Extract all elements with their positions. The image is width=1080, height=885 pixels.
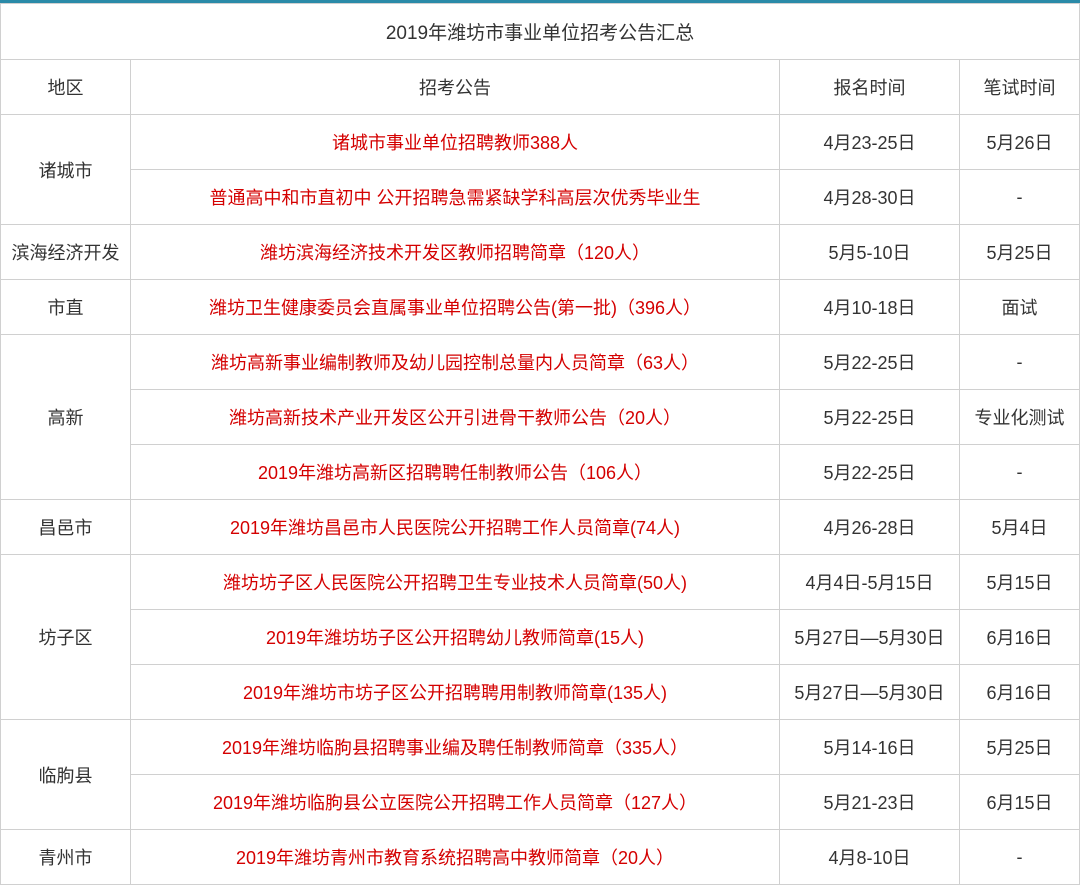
notice-link[interactable]: 2019年潍坊临朐县招聘事业编及聘任制教师简章（335人）	[131, 720, 780, 775]
region-cell: 高新	[1, 335, 131, 500]
notice-link[interactable]: 2019年潍坊市坊子区公开招聘聘用制教师简章(135人)	[131, 665, 780, 720]
reg-time-cell: 4月28-30日	[779, 170, 959, 225]
header-notice: 招考公告	[131, 60, 780, 115]
exam-time-cell: 6月15日	[959, 775, 1079, 830]
reg-time-cell: 4月26-28日	[779, 500, 959, 555]
region-cell: 市直	[1, 280, 131, 335]
exam-time-cell: -	[959, 170, 1079, 225]
header-exam-time: 笔试时间	[959, 60, 1079, 115]
exam-time-cell: -	[959, 445, 1079, 500]
table-row: 普通高中和市直初中 公开招聘急需紧缺学科高层次优秀毕业生4月28-30日-	[1, 170, 1080, 225]
table-title: 2019年潍坊市事业单位招考公告汇总	[1, 4, 1080, 60]
exam-time-cell: 5月4日	[959, 500, 1079, 555]
table-row: 2019年潍坊市坊子区公开招聘聘用制教师简章(135人)5月27日—5月30日6…	[1, 665, 1080, 720]
table-row: 2019年潍坊高新区招聘聘任制教师公告（106人）5月22-25日-	[1, 445, 1080, 500]
reg-time-cell: 4月10-18日	[779, 280, 959, 335]
exam-time-cell: 6月16日	[959, 610, 1079, 665]
exam-time-cell: 5月25日	[959, 225, 1079, 280]
exam-time-cell: 5月15日	[959, 555, 1079, 610]
region-cell: 坊子区	[1, 555, 131, 720]
exam-time-cell: -	[959, 335, 1079, 390]
reg-time-cell: 5月21-23日	[779, 775, 959, 830]
exam-time-cell: 专业化测试	[959, 390, 1079, 445]
exam-time-cell: 6月16日	[959, 665, 1079, 720]
recruitment-table: 2019年潍坊市事业单位招考公告汇总地区招考公告报名时间笔试时间诸城市诸城市事业…	[0, 3, 1080, 885]
notice-link[interactable]: 2019年潍坊临朐县公立医院公开招聘工作人员简章（127人）	[131, 775, 780, 830]
reg-time-cell: 5月22-25日	[779, 335, 959, 390]
notice-link[interactable]: 潍坊坊子区人民医院公开招聘卫生专业技术人员简章(50人)	[131, 555, 780, 610]
region-cell: 青州市	[1, 830, 131, 885]
reg-time-cell: 5月27日—5月30日	[779, 665, 959, 720]
header-reg-time: 报名时间	[779, 60, 959, 115]
reg-time-cell: 4月8-10日	[779, 830, 959, 885]
reg-time-cell: 5月22-25日	[779, 390, 959, 445]
table-row: 坊子区潍坊坊子区人民医院公开招聘卫生专业技术人员简章(50人)4月4日-5月15…	[1, 555, 1080, 610]
exam-time-cell: 面试	[959, 280, 1079, 335]
table-row: 昌邑市2019年潍坊昌邑市人民医院公开招聘工作人员简章(74人)4月26-28日…	[1, 500, 1080, 555]
header-region: 地区	[1, 60, 131, 115]
reg-time-cell: 4月4日-5月15日	[779, 555, 959, 610]
table-row: 2019年潍坊临朐县公立医院公开招聘工作人员简章（127人）5月21-23日6月…	[1, 775, 1080, 830]
exam-time-cell: 5月26日	[959, 115, 1079, 170]
region-cell: 滨海经济开发	[1, 225, 131, 280]
table-row: 市直潍坊卫生健康委员会直属事业单位招聘公告(第一批)（396人）4月10-18日…	[1, 280, 1080, 335]
region-cell: 临朐县	[1, 720, 131, 830]
region-cell: 诸城市	[1, 115, 131, 225]
exam-time-cell: 5月25日	[959, 720, 1079, 775]
reg-time-cell: 4月23-25日	[779, 115, 959, 170]
table-row: 滨海经济开发潍坊滨海经济技术开发区教师招聘简章（120人）5月5-10日5月25…	[1, 225, 1080, 280]
reg-time-cell: 5月5-10日	[779, 225, 959, 280]
reg-time-cell: 5月14-16日	[779, 720, 959, 775]
reg-time-cell: 5月27日—5月30日	[779, 610, 959, 665]
table-row: 临朐县2019年潍坊临朐县招聘事业编及聘任制教师简章（335人）5月14-16日…	[1, 720, 1080, 775]
table-row: 2019年潍坊坊子区公开招聘幼儿教师简章(15人)5月27日—5月30日6月16…	[1, 610, 1080, 665]
notice-link[interactable]: 2019年潍坊青州市教育系统招聘高中教师简章（20人）	[131, 830, 780, 885]
exam-time-cell: -	[959, 830, 1079, 885]
notice-link[interactable]: 2019年潍坊坊子区公开招聘幼儿教师简章(15人)	[131, 610, 780, 665]
notice-link[interactable]: 诸城市事业单位招聘教师388人	[131, 115, 780, 170]
region-cell: 昌邑市	[1, 500, 131, 555]
table-row: 诸城市诸城市事业单位招聘教师388人4月23-25日5月26日	[1, 115, 1080, 170]
notice-link[interactable]: 普通高中和市直初中 公开招聘急需紧缺学科高层次优秀毕业生	[131, 170, 780, 225]
table-row: 潍坊高新技术产业开发区公开引进骨干教师公告（20人）5月22-25日专业化测试	[1, 390, 1080, 445]
reg-time-cell: 5月22-25日	[779, 445, 959, 500]
notice-link[interactable]: 2019年潍坊高新区招聘聘任制教师公告（106人）	[131, 445, 780, 500]
table-row: 青州市2019年潍坊青州市教育系统招聘高中教师简章（20人）4月8-10日-	[1, 830, 1080, 885]
notice-link[interactable]: 2019年潍坊昌邑市人民医院公开招聘工作人员简章(74人)	[131, 500, 780, 555]
notice-link[interactable]: 潍坊卫生健康委员会直属事业单位招聘公告(第一批)（396人）	[131, 280, 780, 335]
table-row: 高新潍坊高新事业编制教师及幼儿园控制总量内人员简章（63人）5月22-25日-	[1, 335, 1080, 390]
table-container: 2019年潍坊市事业单位招考公告汇总地区招考公告报名时间笔试时间诸城市诸城市事业…	[0, 0, 1080, 885]
notice-link[interactable]: 潍坊高新事业编制教师及幼儿园控制总量内人员简章（63人）	[131, 335, 780, 390]
notice-link[interactable]: 潍坊高新技术产业开发区公开引进骨干教师公告（20人）	[131, 390, 780, 445]
notice-link[interactable]: 潍坊滨海经济技术开发区教师招聘简章（120人）	[131, 225, 780, 280]
